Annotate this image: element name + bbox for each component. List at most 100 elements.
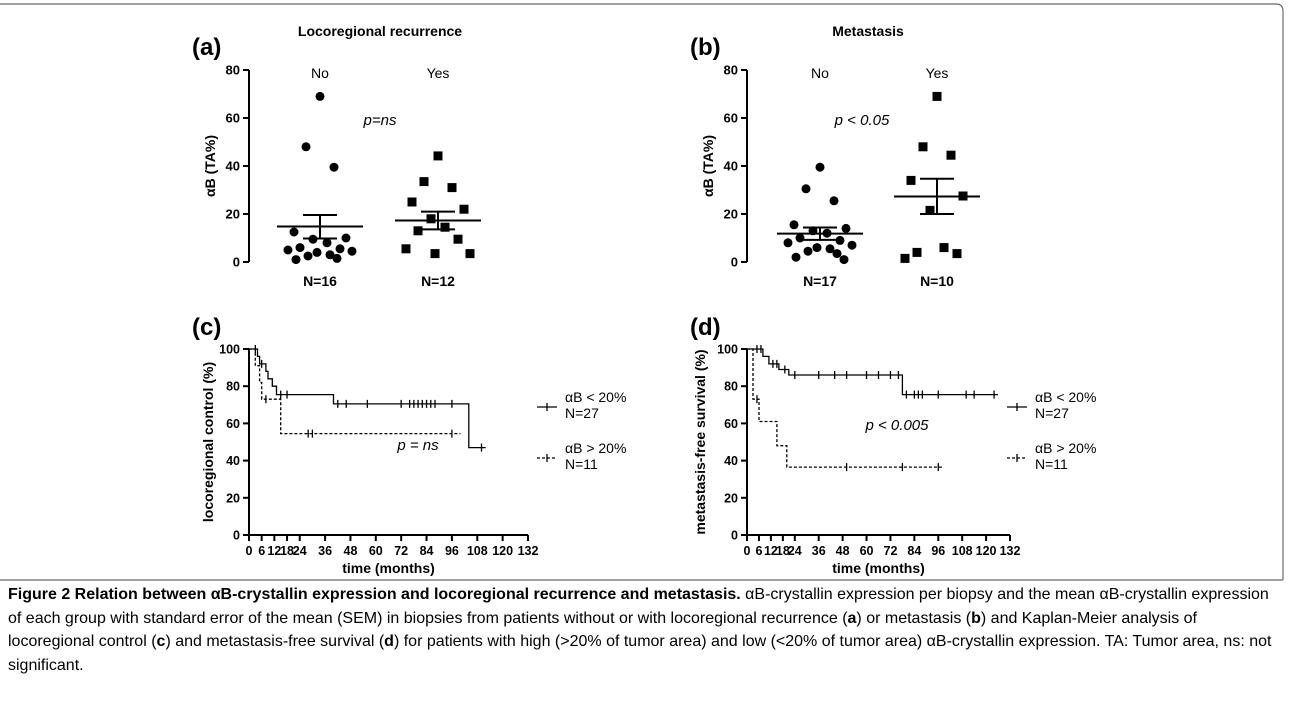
legend-series-name: αB > 20% — [1035, 440, 1096, 456]
x-tick-label: 48 — [836, 544, 850, 558]
data-point — [839, 255, 849, 265]
caption-text-3: ) and Kaplan-Meier analysis of locoregio… — [8, 609, 1197, 651]
panel-c-label: (c) — [192, 314, 221, 341]
legend-series-n: N=11 — [1035, 456, 1068, 472]
data-point — [347, 246, 357, 256]
group-label: Yes — [427, 65, 450, 81]
panel-b-title: Metastasis — [832, 23, 904, 39]
x-tick-label: 72 — [884, 544, 898, 558]
y-tick-label: 0 — [731, 529, 738, 543]
data-point — [812, 243, 822, 253]
caption-text-2: ) or metastasis ( — [856, 609, 972, 627]
x-tick-label: 108 — [952, 544, 973, 558]
legend-series-name: αB < 20% — [565, 389, 626, 405]
group-label: No — [811, 65, 829, 81]
legend-series-name: αB > 20% — [565, 440, 626, 456]
panel-d-legend: αB < 20%N=27 αB > 20%N=11 — [1007, 389, 1096, 472]
data-point — [912, 247, 922, 257]
panel-a-label: (a) — [192, 34, 221, 61]
y-tick-label: 20 — [724, 491, 738, 505]
x-tick-label: 132 — [1000, 544, 1021, 558]
group-label: No — [311, 65, 329, 81]
data-point — [312, 247, 322, 257]
x-tick-label: 36 — [812, 544, 826, 558]
figure-caption: Figure 2 Relation between αB-crystallin … — [8, 583, 1278, 677]
y-tick-label: 80 — [724, 380, 738, 394]
x-tick-label: 6 — [755, 544, 762, 558]
data-point — [407, 197, 417, 207]
caption-ref-d: d — [384, 633, 394, 650]
data-point — [419, 177, 429, 187]
y-axis-label: αB (TA%) — [700, 135, 716, 197]
x-tick-label: 24 — [788, 544, 802, 558]
data-point — [332, 253, 342, 263]
group-n-label: N=16 — [303, 273, 337, 289]
p-value-annotation: p < 0.05 — [834, 112, 890, 129]
panel-b-marks — [777, 91, 980, 265]
data-point — [303, 251, 313, 261]
y-tick-label: 80 — [724, 63, 738, 78]
caption-text-1: αB-crystallin expression per biopsy and … — [8, 586, 1269, 627]
legend-series-n: N=27 — [1035, 405, 1069, 421]
panel-a-axes: 0 20 40 60 80 αB (TA%) No N=16 Yes N=12 p=ns — [202, 63, 455, 290]
caption-text-4: ) and metastasis-free survival ( — [165, 633, 385, 650]
p-value-annotation: p < 0.005 — [865, 417, 930, 434]
x-tick-label: 12 — [764, 544, 778, 558]
y-tick-label: 60 — [226, 417, 240, 431]
x-tick-label: 72 — [394, 544, 408, 558]
y-axis-label: αB (TA%) — [202, 135, 218, 197]
data-point — [433, 151, 443, 161]
caption-title: Figure 2 Relation between αB-crystallin … — [8, 586, 741, 603]
data-point — [291, 255, 301, 265]
group-n-label: N=17 — [803, 273, 837, 289]
panel-c-legend: αB < 20%N=27 αB > 20%N=11 — [537, 389, 626, 472]
y-tick-label: 20 — [724, 207, 738, 222]
panel-b-axes: 0 20 40 60 80 αB (TA%) No N=17 Yes N=10 p < 0.05 — [700, 63, 954, 290]
data-point — [289, 227, 299, 237]
group-n-label: N=12 — [421, 273, 455, 289]
data-point — [283, 245, 293, 255]
data-point — [832, 249, 842, 259]
data-point — [301, 142, 311, 152]
y-tick-label: 0 — [731, 255, 738, 270]
y-tick-label: 0 — [233, 255, 240, 270]
data-point — [322, 238, 332, 248]
data-point — [789, 220, 799, 230]
y-tick-label: 100 — [717, 343, 738, 357]
x-tick-label: 12 — [267, 544, 281, 558]
data-point — [335, 244, 345, 254]
data-point — [900, 253, 910, 263]
data-point — [932, 91, 942, 101]
y-tick-label: 40 — [226, 454, 240, 468]
caption-text-5: ) for patients with high (>20% of tumor … — [8, 633, 1272, 674]
data-point — [453, 234, 463, 244]
data-point — [795, 233, 805, 243]
data-point — [325, 250, 335, 260]
data-point — [847, 240, 857, 250]
panel-c-marks — [249, 345, 486, 452]
group-n-label: N=10 — [920, 273, 954, 289]
data-point — [459, 204, 469, 214]
data-point — [440, 222, 450, 232]
y-tick-label: 60 — [724, 111, 738, 126]
y-tick-label: 80 — [226, 63, 240, 78]
caption-ref-b: b — [971, 609, 981, 627]
x-tick-label: 0 — [744, 544, 751, 558]
survival-curve — [249, 348, 461, 435]
data-point — [815, 162, 825, 172]
y-tick-label: 40 — [724, 454, 738, 468]
data-point — [401, 244, 411, 254]
x-tick-label: 120 — [976, 544, 997, 558]
x-tick-label: 60 — [860, 544, 874, 558]
data-point — [835, 235, 845, 245]
x-tick-label: 120 — [492, 544, 513, 558]
x-tick-label: 18 — [776, 544, 790, 558]
x-tick-label: 132 — [518, 544, 539, 558]
panel-b-label: (b) — [690, 34, 721, 61]
panel-d-marks — [747, 345, 998, 472]
y-tick-label: 60 — [724, 417, 738, 431]
y-tick-label: 20 — [226, 491, 240, 505]
